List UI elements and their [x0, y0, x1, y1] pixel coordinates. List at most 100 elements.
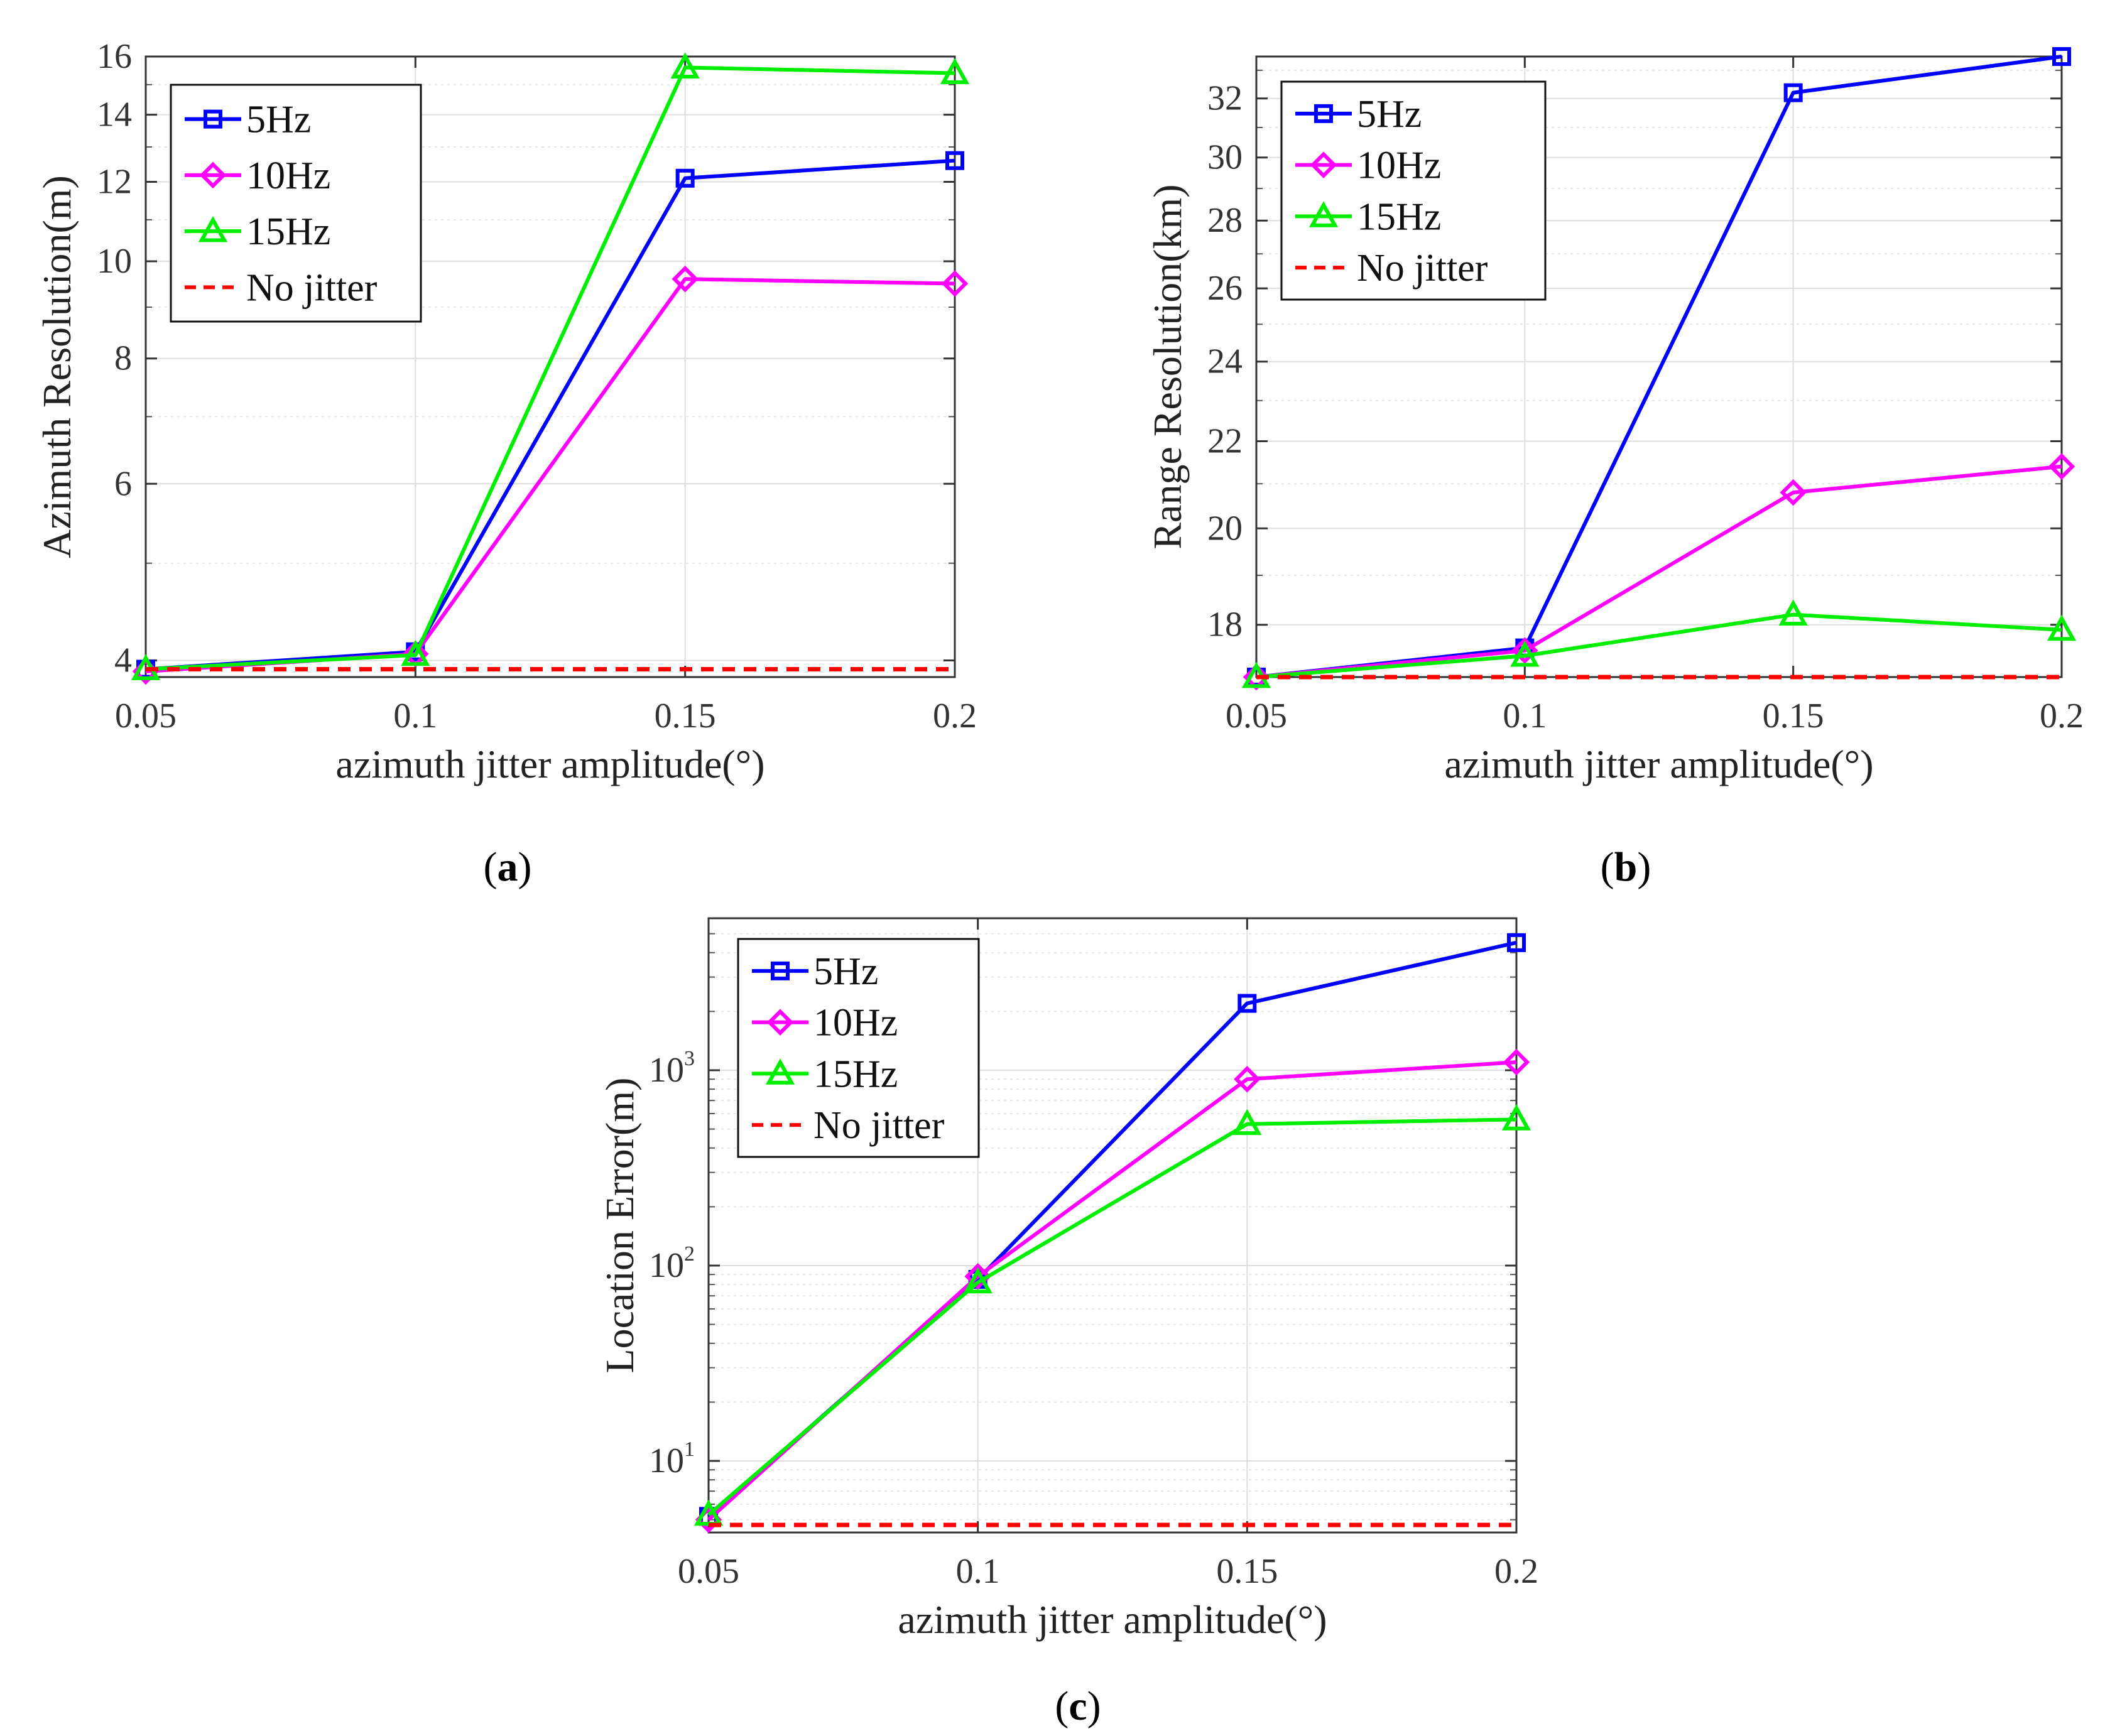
caption-c: (c) — [1055, 1683, 1101, 1729]
data-point-b-10hz — [1511, 637, 1538, 665]
legend-box-c — [737, 938, 980, 1158]
data-point-b-10hz — [2048, 453, 2075, 480]
panel-c: 101 102 103 0.05 0.1 0.15 0.2 azimuth jitter am… — [597, 917, 1538, 1642]
series-b-10hz — [1243, 453, 2075, 691]
y-axis-label-c: Location Error(m) — [597, 1078, 642, 1374]
series-a-15hz — [131, 52, 970, 680]
data-point-b-15hz — [1510, 640, 1540, 667]
legend-b: 5Hz 10Hz 15Hz No jitter — [1280, 80, 1547, 301]
data-point-a-15hz — [670, 52, 700, 79]
x-tick-label-b: 0.2 — [2040, 697, 2084, 735]
legend-box-a — [170, 84, 422, 323]
data-point-a-15hz — [401, 639, 430, 666]
legend-label-a-no-jitter: No jitter — [246, 266, 378, 309]
data-point-c-5hz — [1507, 933, 1526, 952]
x-tick-label-b: 0.1 — [1503, 697, 1547, 735]
y-tick-label-b: 20 — [1207, 509, 1243, 548]
data-point-b-5hz — [1783, 83, 1803, 102]
y-tick-label-b: 32 — [1207, 79, 1243, 118]
data-point-b-5hz — [2052, 47, 2071, 66]
x-tick-label-a: 0.2 — [933, 697, 977, 735]
data-point-c-15hz — [1501, 1104, 1531, 1131]
x-tick-label-c: 0.2 — [1494, 1552, 1538, 1591]
legend-label-b-15hz: 15Hz — [1357, 195, 1441, 238]
x-tick-label-b: 0.15 — [1763, 697, 1824, 735]
y-axis-label-b: Range Resolution(km) — [1145, 184, 1190, 549]
y-tick-label-a: 6 — [114, 464, 132, 503]
legend-label-b-5hz: 5Hz — [1357, 93, 1422, 136]
data-point-c-15hz — [1232, 1109, 1262, 1136]
y-tick-label-b: 28 — [1207, 201, 1243, 240]
x-tick-label-a: 0.05 — [115, 697, 177, 735]
legend-marker-a-10hz — [199, 161, 227, 189]
panel-b: 18 20 22 24 26 28 30 32 0.05 0.1 0.15 0.2 azimuth ji… — [1145, 47, 2084, 786]
x-axis-label-c: azimuth jitter amplitude(°) — [898, 1597, 1327, 1642]
data-point-c-10hz — [1503, 1048, 1530, 1076]
series-line-b-15hz — [1256, 612, 2062, 679]
y-tick-label-a: 16 — [97, 37, 132, 76]
y-tick-label-c: 102 — [649, 1242, 695, 1285]
legend-c: 5Hz 10Hz 15Hz No jitter — [737, 938, 980, 1158]
y-tick-label-b: 22 — [1207, 421, 1243, 460]
y-tick-label-a: 14 — [97, 95, 132, 134]
legend-marker-b-15hz — [1308, 201, 1339, 227]
y-tick-label-b: 30 — [1207, 138, 1243, 177]
y-tick-label-a: 8 — [114, 339, 132, 378]
legend-marker-c-5hz — [771, 961, 790, 980]
data-point-a-10hz — [672, 266, 699, 293]
axes-box-c — [707, 917, 1518, 1534]
legend-label-a-10hz: 10Hz — [246, 155, 330, 197]
legend-marker-b-10hz — [1310, 151, 1337, 178]
y-tick-label-c: 101 — [649, 1438, 695, 1480]
legend-a: 5Hz 10Hz 15Hz No jitter — [170, 84, 422, 323]
data-point-b-15hz — [2047, 614, 2077, 641]
legend-label-c-10hz: 10Hz — [813, 1002, 898, 1044]
data-point-b-15hz — [1778, 599, 1808, 626]
data-point-c-15hz — [963, 1267, 993, 1294]
y-tick-label-b: 24 — [1207, 342, 1243, 381]
x-axis-label-a: azimuth jitter amplitude(°) — [335, 742, 764, 786]
x-tick-label-c: 0.05 — [678, 1552, 739, 1591]
panel-a: 4 6 8 10 12 14 16 0.05 0.1 0.15 0.2 azimuth jitter … — [35, 37, 977, 786]
data-point-c-10hz — [1234, 1065, 1261, 1093]
legend-label-b-10hz: 10Hz — [1357, 144, 1441, 187]
data-point-a-5hz — [945, 151, 964, 170]
y-axis-label-a: Azimuth Resolution(m) — [35, 175, 79, 558]
legend-label-a-15hz: 15Hz — [246, 210, 330, 253]
data-point-c-5hz — [1237, 994, 1257, 1013]
x-tick-label-c: 0.15 — [1216, 1552, 1278, 1591]
y-tick-label-b: 26 — [1207, 269, 1243, 308]
x-tick-label-b: 0.05 — [1226, 697, 1287, 735]
axes-box-b — [1255, 55, 2063, 678]
y-tick-label-a: 10 — [97, 242, 132, 281]
legend-label-c-15hz: 15Hz — [813, 1053, 898, 1095]
legend-marker-a-5hz — [204, 109, 222, 129]
chart-root: 4 6 8 10 12 14 16 0.05 0.1 0.15 0.2 azimuth jitter … — [35, 37, 2084, 1642]
series-line-c-15hz — [707, 1117, 1517, 1517]
legend-marker-a-15hz — [198, 215, 228, 242]
y-tick-label-c: 103 — [649, 1047, 695, 1090]
series-c-15hz — [694, 1104, 1531, 1526]
series-line-a-15hz — [145, 65, 955, 671]
legend-marker-c-10hz — [766, 1009, 794, 1036]
data-point-a-10hz — [941, 270, 969, 297]
x-tick-label-c: 0.1 — [956, 1552, 1000, 1591]
legend-marker-b-5hz — [1314, 104, 1333, 123]
legend-label-c-no-jitter: No jitter — [813, 1104, 945, 1147]
legend-label-c-5hz: 5Hz — [813, 950, 878, 993]
legend-label-a-5hz: 5Hz — [246, 99, 311, 141]
legend-marker-c-15hz — [765, 1058, 795, 1085]
y-tick-label-a: 12 — [97, 163, 132, 202]
data-point-b-10hz — [1780, 479, 1807, 506]
x-tick-label-a: 0.1 — [393, 697, 437, 735]
x-axis-label-b: azimuth jitter amplitude(°) — [1444, 742, 1873, 786]
caption-a: (a) — [484, 844, 532, 890]
y-tick-label-a: 4 — [114, 641, 132, 680]
caption-b: (b) — [1601, 844, 1651, 890]
legend-label-b-no-jitter: No jitter — [1357, 247, 1488, 290]
x-tick-label-a: 0.15 — [655, 697, 716, 735]
data-point-a-5hz — [675, 168, 695, 188]
legend-box-b — [1280, 80, 1547, 301]
data-point-a-15hz — [940, 58, 970, 84]
